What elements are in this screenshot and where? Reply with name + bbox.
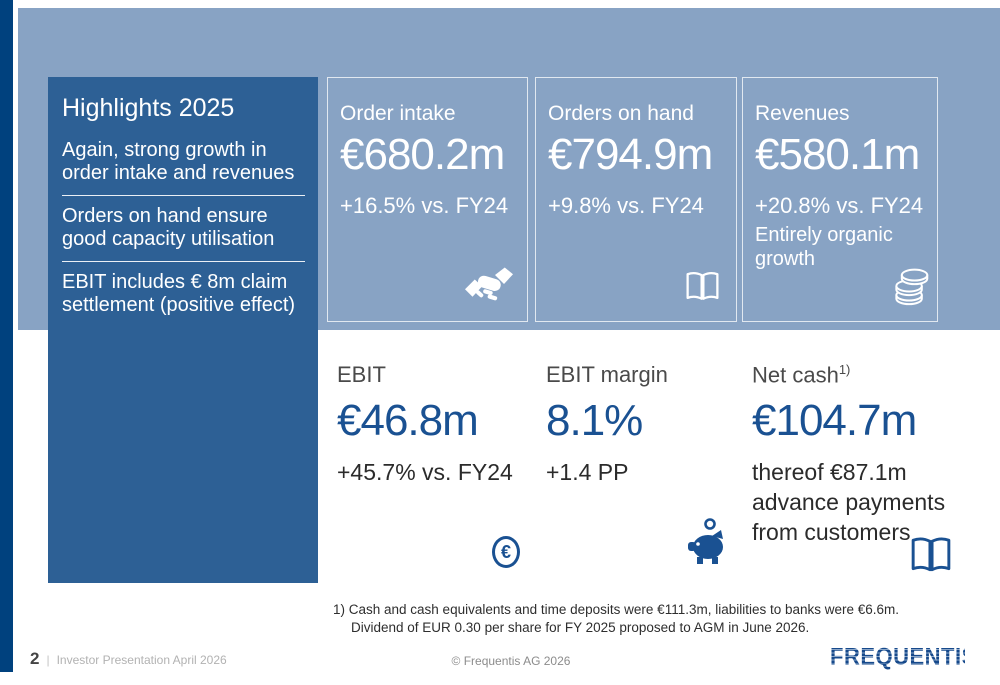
card-note: Entirely organic growth xyxy=(755,224,893,270)
metric-label-text: Net cash xyxy=(752,362,839,388)
card-orders-on-hand: Orders on hand €794.9m +9.8% vs. FY24 xyxy=(535,77,737,322)
metric-label: EBIT margin xyxy=(546,362,668,387)
card-delta: +9.8% vs. FY24 xyxy=(548,193,704,218)
highlight-bullet-2: Orders on hand ensure good capacity util… xyxy=(62,204,275,251)
metric-net-cash: Net cash1) €104.7m thereof €87.1m advanc… xyxy=(752,362,962,548)
metric-value: 8.1% xyxy=(546,396,643,445)
footer-presentation-title: Investor Presentation April 2026 xyxy=(56,653,227,667)
card-value: €680.2m xyxy=(340,130,505,179)
footer-left: 2 | Investor Presentation April 2026 xyxy=(30,649,227,669)
footnote: 1) Cash and cash equivalents and time de… xyxy=(333,601,899,637)
footnote-line-2: Dividend of EUR 0.30 per share for FY 20… xyxy=(351,620,810,636)
footer-copyright: © Frequentis AG 2026 xyxy=(451,654,571,668)
highlights-panel: Highlights 2025 Again, strong growth in … xyxy=(48,77,318,583)
card-label: Revenues xyxy=(755,102,850,125)
highlight-bullet-1: Again, strong growth in order intake and… xyxy=(62,139,295,185)
divider xyxy=(62,260,305,262)
coins-icon xyxy=(890,266,930,306)
metric-label: EBIT xyxy=(337,362,386,387)
page-number: 2 xyxy=(30,649,40,668)
open-book-icon xyxy=(685,270,720,303)
euro-coin-icon: € xyxy=(492,536,520,568)
divider xyxy=(62,194,305,196)
card-revenues: Revenues €580.1m +20.8% vs. FY24 Entirel… xyxy=(742,77,938,322)
open-book-icon xyxy=(910,536,952,574)
frequentis-logo: FREQUENTIS xyxy=(830,643,977,670)
metric-delta: thereof €87.1m advance payments from cus… xyxy=(752,459,946,546)
metric-ebit-margin: EBIT margin 8.1% +1.4 PP xyxy=(546,362,736,488)
footnote-line-1: 1) Cash and cash equivalents and time de… xyxy=(333,602,900,617)
card-value: €794.9m xyxy=(548,130,713,179)
left-accent-bar xyxy=(0,0,13,672)
euro-symbol: € xyxy=(500,541,511,562)
card-label: Order intake xyxy=(340,102,456,125)
footnote-reference: 1) xyxy=(838,362,851,377)
card-label: Orders on hand xyxy=(548,102,694,125)
highlights-title: Highlights 2025 xyxy=(62,94,235,122)
card-delta: +16.5% vs. FY24 xyxy=(340,193,509,218)
card-delta: +20.8% vs. FY24 xyxy=(755,193,924,218)
handshake-icon xyxy=(465,266,513,308)
card-order-intake: Order intake €680.2m +16.5% vs. FY24 xyxy=(327,77,528,322)
highlight-bullet-3: EBIT includes € 8m claim settlement (pos… xyxy=(62,270,296,316)
metric-delta: +45.7% vs. FY24 xyxy=(337,459,513,485)
metric-value: €46.8m xyxy=(337,396,479,445)
piggy-bank-icon xyxy=(688,517,728,567)
card-value: €580.1m xyxy=(755,130,920,179)
metric-ebit: EBIT €46.8m +45.7% vs. FY24 xyxy=(337,362,537,488)
metric-value: €104.7m xyxy=(752,396,917,446)
metric-delta: +1.4 PP xyxy=(546,459,629,485)
footer-separator: | xyxy=(46,653,50,667)
metric-label: Net cash1) xyxy=(752,362,962,388)
